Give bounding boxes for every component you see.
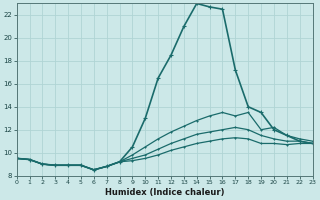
X-axis label: Humidex (Indice chaleur): Humidex (Indice chaleur) (105, 188, 224, 197)
